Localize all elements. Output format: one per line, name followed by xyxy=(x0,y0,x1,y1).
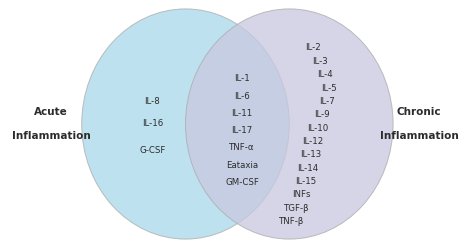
Text: TNF-α: TNF-α xyxy=(229,143,255,152)
Text: IL-15: IL-15 xyxy=(295,177,317,186)
Text: IL-4: IL-4 xyxy=(317,70,333,79)
Text: IL-8: IL-8 xyxy=(145,97,160,106)
Text: IL-11: IL-11 xyxy=(231,109,253,118)
Text: INFs: INFs xyxy=(292,190,310,199)
Text: Inflammation: Inflammation xyxy=(12,131,91,141)
Text: GM-CSF: GM-CSF xyxy=(225,178,259,187)
Text: IL-5: IL-5 xyxy=(321,84,337,93)
Ellipse shape xyxy=(82,9,289,239)
Text: IL-1: IL-1 xyxy=(234,74,250,83)
Text: IL-16: IL-16 xyxy=(142,120,163,128)
Text: IL-3: IL-3 xyxy=(312,57,328,66)
Text: Acute: Acute xyxy=(34,107,68,117)
Ellipse shape xyxy=(185,9,393,239)
Text: IL-12: IL-12 xyxy=(302,137,324,146)
Text: Inflammation: Inflammation xyxy=(380,131,458,141)
Text: IL-10: IL-10 xyxy=(307,124,328,133)
Text: IL-14: IL-14 xyxy=(298,164,319,173)
Text: Chronic: Chronic xyxy=(397,107,441,117)
Text: TNF-β: TNF-β xyxy=(279,217,304,226)
Text: IL-7: IL-7 xyxy=(319,97,335,106)
Text: IL-2: IL-2 xyxy=(305,43,321,53)
Text: TGF-β: TGF-β xyxy=(283,204,309,213)
Text: G-CSF: G-CSF xyxy=(139,146,166,155)
Text: Eataxia: Eataxia xyxy=(226,161,258,170)
Text: IL-17: IL-17 xyxy=(231,126,253,135)
Text: IL-13: IL-13 xyxy=(300,150,321,159)
Text: IL-9: IL-9 xyxy=(315,110,330,119)
Text: IL-6: IL-6 xyxy=(234,92,250,100)
